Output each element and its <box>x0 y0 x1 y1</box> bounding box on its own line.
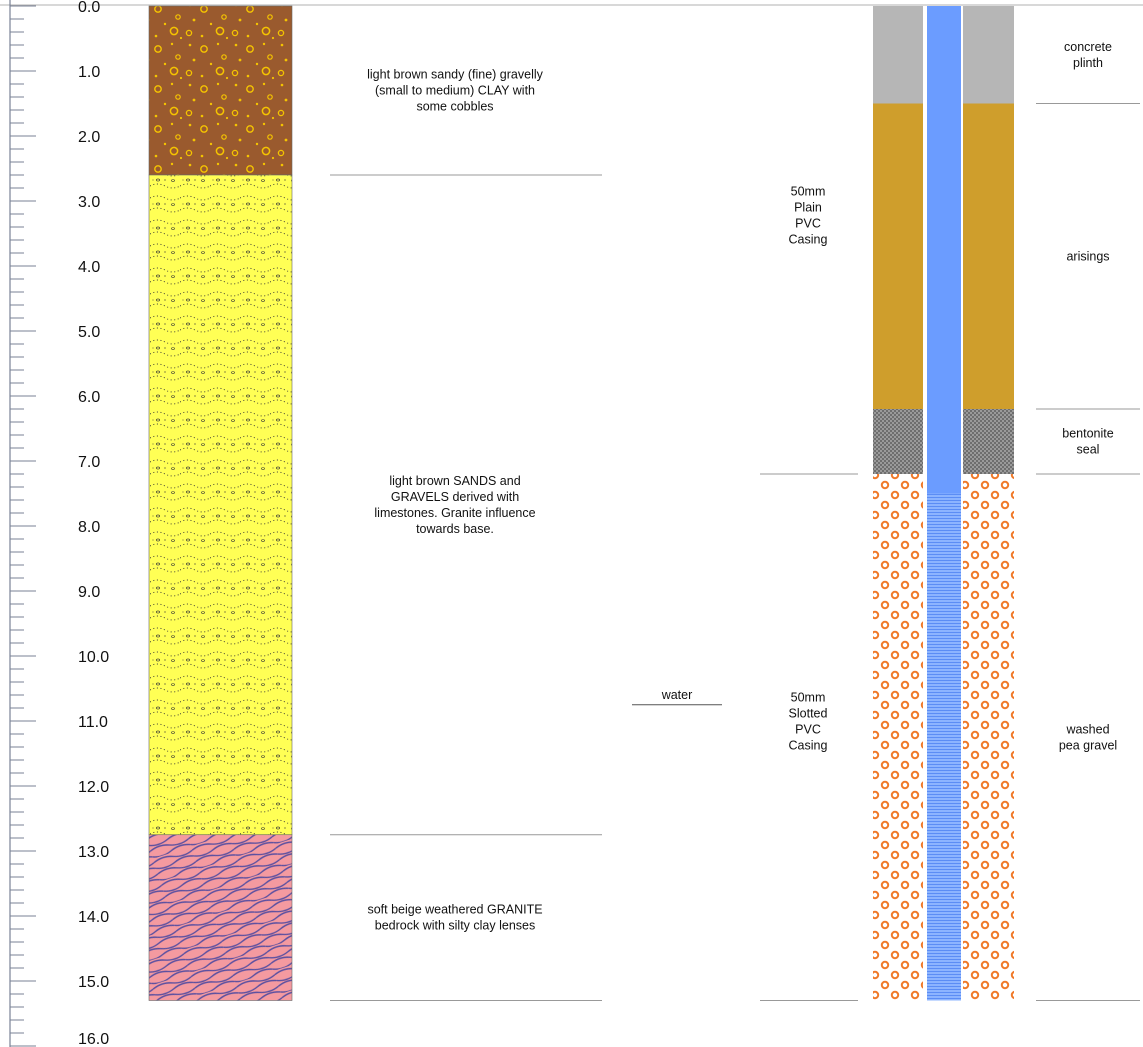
well-construction: concrete plinth arisings bentonite seal washe… <box>760 6 1140 1001</box>
depth-tick-label: 10.0 <box>78 649 109 666</box>
stratum-granite <box>148 834 293 1001</box>
casing-label-slotted: 50mm Slotted PVC Casing <box>789 691 828 753</box>
water-label: water <box>661 688 693 702</box>
casing-plain <box>927 6 961 494</box>
annulus-label-bentonite: bentonite seal <box>1062 427 1113 457</box>
annulus-plinth-left <box>873 6 923 104</box>
annulus-gravel-right <box>963 474 1014 1001</box>
annulus-bentonite-left <box>873 409 923 474</box>
annulus-gravel-left <box>873 474 923 1001</box>
annulus-label-plinth: concrete plinth <box>1064 40 1112 70</box>
stratum-clay <box>148 5 293 176</box>
annulus-arisings-right <box>963 103 1014 409</box>
stratum-sands <box>148 174 293 836</box>
depth-tick-label: 4.0 <box>78 259 100 276</box>
stratum-description-sands: light brown SANDS and GRAVELS derived wit… <box>374 474 535 536</box>
depth-tick-label: 8.0 <box>78 519 100 536</box>
annulus-arisings-left <box>873 103 923 409</box>
depth-tick-label: 5.0 <box>78 324 100 341</box>
depth-tick-label: 2.0 <box>78 129 100 146</box>
strata-descriptions: light brown sandy (fine) gravelly (small … <box>330 68 602 1001</box>
casing-slotted <box>927 493 961 1001</box>
stratum-description-granite: soft beige weathered GRANITE bedrock with… <box>367 903 542 933</box>
depth-tick-label: 14.0 <box>78 909 109 926</box>
strata-column <box>148 5 293 1001</box>
annulus-label-gravel: washed pea gravel <box>1059 722 1117 752</box>
depth-tick-label: 1.0 <box>78 64 100 81</box>
stratum-description-clay: light brown sandy (fine) gravelly (small … <box>367 68 544 114</box>
water-level: water <box>632 688 722 706</box>
depth-tick-label: 16.0 <box>78 1031 109 1047</box>
depth-tick-label: 15.0 <box>78 974 109 991</box>
annulus-plinth-right <box>963 6 1014 104</box>
annulus-bentonite-right <box>963 409 1014 474</box>
depth-tick-label: 6.0 <box>78 389 100 406</box>
annulus-label-arisings: arisings <box>1066 249 1109 263</box>
depth-tick-label: 0.0 <box>78 0 100 16</box>
depth-tick-label: 3.0 <box>78 194 100 211</box>
depth-tick-label: 13.0 <box>78 844 109 861</box>
depth-tick-label: 7.0 <box>78 454 100 471</box>
casing-label-plain: 50mm Plain PVC Casing <box>789 185 828 247</box>
depth-tick-label: 9.0 <box>78 584 100 601</box>
depth-axis: 0.0 1.0 2.0 3.0 4.0 5.0 6.0 7.0 8.0 9.0 10.0 11.0 12… <box>9 0 109 1047</box>
depth-tick-label: 11.0 <box>78 714 108 731</box>
depth-tick-label: 12.0 <box>78 779 109 796</box>
